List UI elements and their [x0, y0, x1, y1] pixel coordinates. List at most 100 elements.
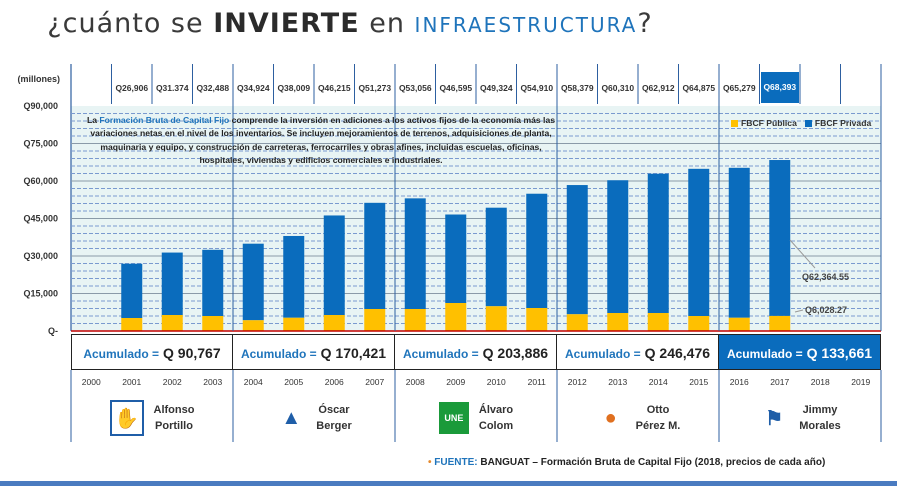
accumulated-label: Acumulado = [726, 347, 803, 361]
x-tick-label: 2017 [770, 377, 790, 387]
president-cell: ● Otto Pérez M. [557, 396, 719, 440]
total-label-2012: Q58,379 [560, 83, 594, 93]
total-label-2010: Q49,324 [479, 83, 513, 93]
accumulated-label: Acumulado = [564, 347, 641, 361]
bar-public-2005 [283, 317, 305, 331]
president-first-name: Alfonso [153, 404, 195, 416]
legend-label-public: FBCF Pública [741, 118, 797, 128]
accumulated-box: Acumulado = Q 246,476 [557, 334, 719, 370]
title-bold: INVIERTE [213, 8, 360, 39]
accumulated-box: Acumulado = Q 133,661 [719, 334, 881, 370]
president-cell: ⚑ Jimmy Morales [719, 396, 881, 440]
annotation-private-2017: Q62,364.55 [802, 272, 850, 282]
x-tick-label: 2014 [648, 377, 668, 387]
total-label-2006: Q46,215 [317, 83, 351, 93]
bar-private-2012 [566, 185, 588, 315]
x-tick-label: 2000 [81, 377, 101, 387]
president-first-name: Álvaro [478, 404, 514, 416]
total-label-2005: Q38,009 [277, 83, 311, 93]
bar-public-2014 [647, 313, 669, 331]
info-post: comprende la inversión en adiciones a lo… [90, 115, 556, 165]
x-tick-label: 2006 [324, 377, 344, 387]
info-text: La Formación Bruta de Capital Fijo compr… [78, 114, 564, 167]
president-name: Óscar Berger [316, 402, 351, 434]
total-label-2003: Q32,488 [196, 83, 230, 93]
y-tick-label: Q45,000 [23, 214, 58, 224]
annotation-leader-private [789, 239, 816, 269]
bar-private-2009 [445, 214, 467, 303]
y-tick-label: Q90,000 [23, 101, 58, 111]
total-label-2002: Q31.374 [155, 83, 189, 93]
source-note: • FUENTE: BANGUAT – Formación Bruta de C… [428, 457, 825, 468]
legend-item-public: FBCF Pública [731, 118, 797, 128]
x-tick-label: 2005 [284, 377, 304, 387]
president-cell: ▲ Óscar Berger [233, 396, 395, 440]
x-tick-label: 2009 [446, 377, 466, 387]
bar-public-2013 [607, 313, 629, 331]
accumulated-box: Acumulado = Q 170,421 [233, 334, 395, 370]
x-tick-label: 2001 [122, 377, 142, 387]
x-tick-label: 2007 [365, 377, 385, 387]
bar-private-2005 [283, 235, 305, 318]
annotation-public-2017: Q6,028.27 [805, 305, 848, 315]
total-label-2001: Q26,906 [115, 83, 149, 93]
bar-private-2008 [404, 198, 426, 309]
bar-private-2013 [607, 180, 629, 313]
bar-public-2002 [161, 315, 183, 331]
x-tick-label: 2010 [486, 377, 506, 387]
accumulated-box: Acumulado = Q 90,767 [71, 334, 233, 370]
x-tick-label: 2008 [405, 377, 425, 387]
accumulated-value: Q 246,476 [644, 345, 711, 361]
bar-private-2002 [161, 252, 183, 315]
total-label-2009: Q46,595 [439, 83, 473, 93]
bar-private-2017 [769, 160, 791, 316]
info-highlight: Formación Bruta de Capital Fijo [99, 115, 230, 125]
accumulated-box: Acumulado = Q 203,886 [395, 334, 557, 370]
president-last-name: Portillo [155, 420, 193, 432]
legend-swatch-public [731, 120, 738, 128]
title-highlight: INFRAESTRUCTURA [414, 13, 638, 37]
president-last-name: Pérez M. [635, 420, 681, 432]
bottom-bar [0, 481, 897, 486]
total-label-2015: Q64,875 [682, 83, 716, 93]
info-pre: La [86, 115, 100, 125]
page-title: ¿cuánto se INVIERTE en INFRAESTRUCTURA? [0, 8, 700, 39]
gana-logo-icon: ▲ [276, 402, 307, 434]
accumulated-value: Q 170,421 [320, 345, 387, 361]
legend-swatch-private [804, 120, 812, 128]
y-tick-label: Q15,000 [23, 289, 58, 299]
title-suffix: ? [637, 8, 653, 39]
accumulated-value: Q 133,661 [806, 345, 873, 361]
bar-private-2006 [323, 215, 345, 315]
fcn-logo-icon: ⚑ [759, 402, 790, 434]
y-tick-label: Q30,000 [23, 251, 58, 261]
une-logo-icon: UNE [438, 402, 469, 434]
president-name: Álvaro Colom [479, 402, 513, 434]
bar-public-2001 [121, 318, 143, 331]
x-tick-label: 2016 [729, 377, 749, 387]
patriota-logo-icon: ● [595, 402, 626, 434]
legend-item-private: FBCF Privada [804, 118, 871, 128]
y-tick-label: Q- [48, 326, 58, 336]
bullet-icon: • [428, 457, 435, 468]
president-first-name: Otto [646, 404, 670, 416]
accumulated-value: Q 90,767 [163, 345, 221, 361]
president-last-name: Berger [316, 420, 352, 432]
bar-public-2008 [404, 309, 426, 331]
total-label-2008: Q53,056 [398, 83, 432, 93]
total-label-2017: Q68,393 [760, 72, 799, 103]
total-label-2011: Q54,910 [520, 83, 554, 93]
accumulated-label: Acumulado = [83, 347, 160, 361]
source-text: BANGUAT – Formación Bruta de Capital Fij… [477, 457, 826, 468]
president-name: Alfonso Portillo [154, 402, 195, 434]
bar-private-2015 [688, 168, 710, 316]
bar-private-2016 [728, 167, 750, 318]
bar-public-2009 [445, 303, 467, 331]
president-first-name: Óscar [318, 404, 350, 416]
x-tick-label: 2019 [851, 377, 871, 387]
bar-public-2004 [242, 320, 264, 331]
bar-public-2003 [202, 316, 224, 331]
accumulated-value: Q 203,886 [482, 345, 549, 361]
x-tick-label: 2011 [527, 377, 546, 387]
